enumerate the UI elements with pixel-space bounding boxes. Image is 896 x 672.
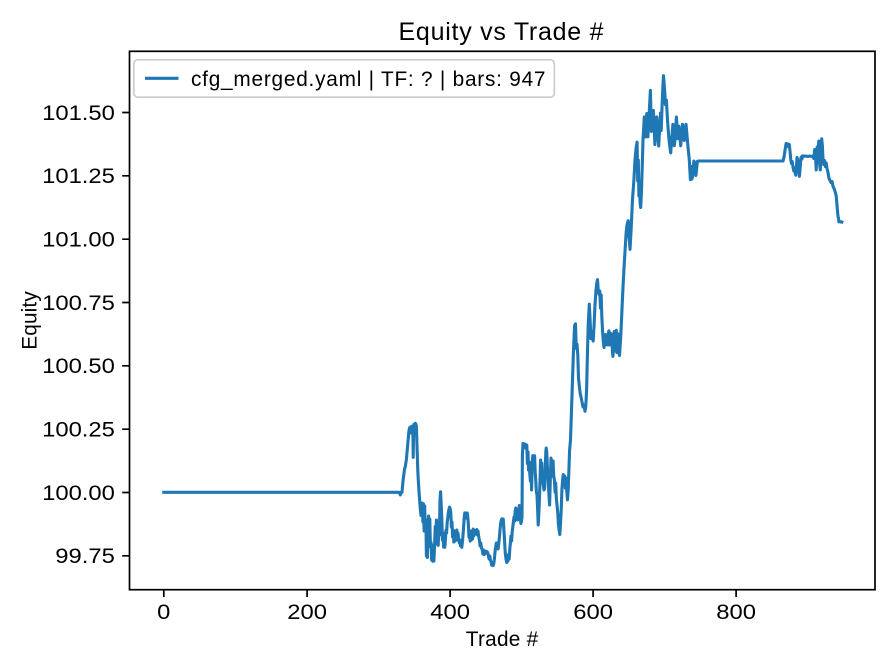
svg-text:101.00: 101.00	[42, 229, 115, 252]
svg-text:800: 800	[716, 601, 756, 624]
svg-text:0: 0	[157, 601, 170, 624]
svg-text:cfg_merged.yaml | TF: ? | bars: cfg_merged.yaml | TF: ? | bars: 947	[191, 68, 546, 91]
svg-text:100.00: 100.00	[42, 482, 115, 505]
svg-text:100.50: 100.50	[42, 355, 115, 378]
svg-text:400: 400	[430, 601, 470, 624]
svg-text:200: 200	[287, 601, 327, 624]
svg-text:Trade #: Trade #	[466, 628, 539, 651]
svg-text:Equity: Equity	[19, 291, 42, 350]
svg-text:Equity vs Trade #: Equity vs Trade #	[399, 18, 604, 46]
svg-text:101.25: 101.25	[42, 165, 115, 188]
svg-text:100.25: 100.25	[42, 419, 115, 442]
svg-text:99.75: 99.75	[55, 545, 115, 568]
svg-text:600: 600	[573, 601, 613, 624]
svg-text:101.50: 101.50	[42, 102, 115, 125]
svg-text:100.75: 100.75	[42, 292, 115, 315]
